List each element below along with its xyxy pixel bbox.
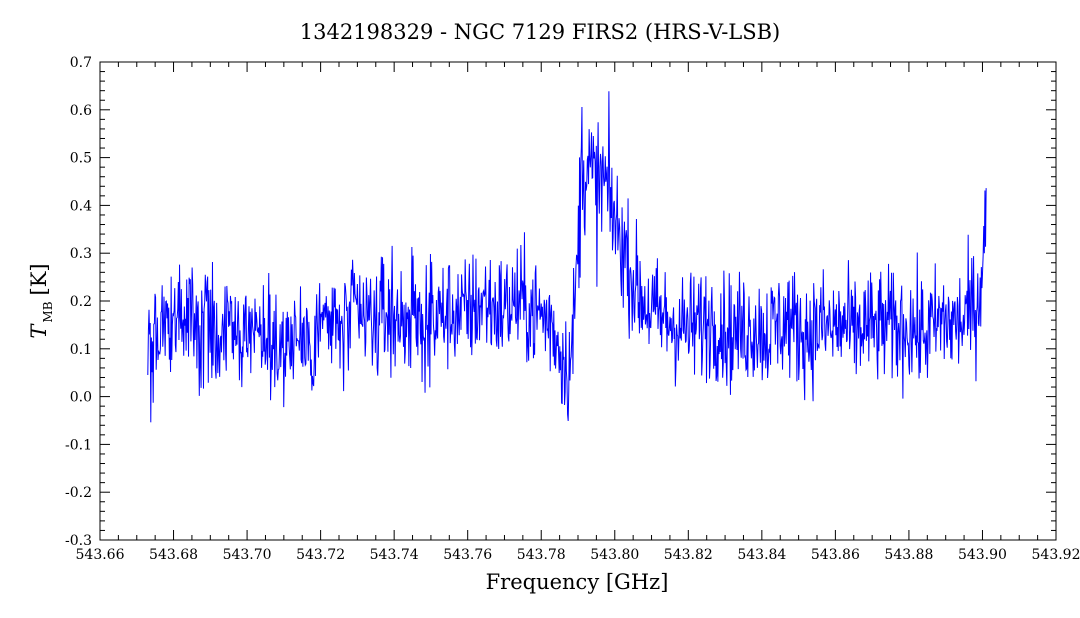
x-tick-label: 543.82 (664, 547, 713, 563)
y-axis: -0.3 -0.2 -0.1 0.0 0.1 0.2 0.3 0.4 0.5 0.6 0.7 (65, 55, 1056, 549)
x-tick-label: 543.70 (223, 547, 272, 563)
x-axis: 543.66 543.68 543.70 543.72 543.74 543.76 543.… (76, 62, 1080, 563)
y-tick-label: 0.6 (70, 103, 92, 119)
chart-title: 1342198329 - NGC 7129 FIRS2 (HRS-V-LSB) (300, 20, 781, 44)
x-tick-label: 543.74 (370, 547, 419, 563)
x-tick-label: 543.86 (811, 547, 860, 563)
x-tick-label: 543.76 (443, 547, 492, 563)
x-tick-label: 543.84 (737, 547, 786, 563)
y-tick-label: 0.2 (70, 294, 92, 310)
plot-area (147, 91, 987, 423)
x-tick-label: 543.66 (76, 547, 125, 563)
y-axis-label-unit: [K] (27, 263, 51, 295)
y-axis-label-symbol: T (27, 323, 51, 339)
y-tick-label: 0.4 (70, 198, 92, 214)
y-tick-label: -0.1 (65, 437, 92, 453)
y-tick-label: 0.0 (70, 390, 92, 406)
x-tick-label: 543.78 (517, 547, 566, 563)
x-tick-label: 543.88 (884, 547, 933, 563)
y-tick-label: -0.2 (65, 485, 92, 501)
y-axis-label-group: TMB [K] (27, 263, 55, 338)
x-tick-label: 543.72 (296, 547, 345, 563)
y-tick-label: -0.3 (65, 533, 92, 549)
y-tick-label: 0.5 (70, 151, 92, 167)
x-tick-label: 543.68 (149, 547, 198, 563)
y-tick-label: 0.3 (70, 246, 92, 262)
y-tick-label: 0.7 (70, 55, 92, 71)
x-tick-label: 543.90 (958, 547, 1007, 563)
y-axis-label-subscript: MB (41, 301, 55, 322)
spectrum-line (147, 91, 987, 423)
y-tick-label: 0.1 (70, 342, 92, 358)
x-axis-label: Frequency [GHz] (486, 570, 669, 594)
x-tick-label: 543.92 (1032, 547, 1080, 563)
x-tick-label: 543.80 (590, 547, 639, 563)
svg-text:TMB[K]: TMB [K] (27, 263, 55, 338)
